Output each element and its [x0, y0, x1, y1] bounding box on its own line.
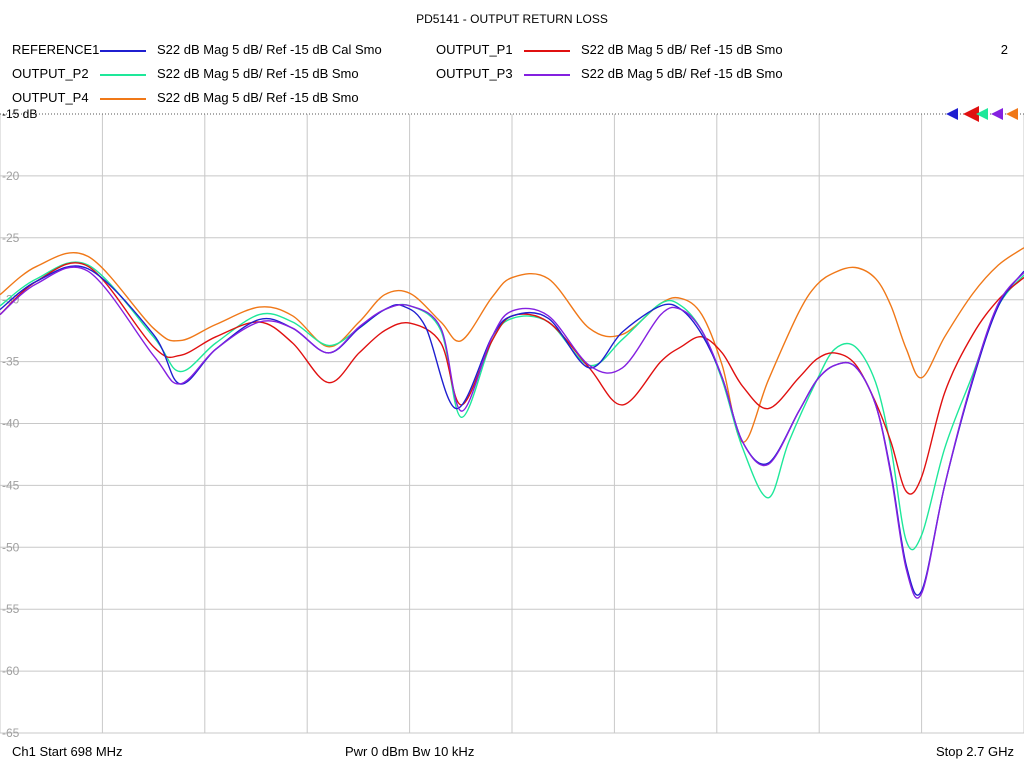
reference-marker-output-p4: [1006, 108, 1018, 120]
legend-desc: S22 dB Mag 5 dB/ Ref -15 dB Smo: [157, 90, 359, 105]
series-line-output-p4: [0, 247, 1024, 443]
y-tick-label: -55: [2, 602, 20, 616]
legend-desc: S22 dB Mag 5 dB/ Ref -15 dB Cal Smo: [157, 42, 382, 57]
legend-label: OUTPUT_P2: [12, 66, 89, 81]
sweep-stop-label: Stop 2.7 GHz: [935, 744, 1014, 759]
y-tick-label: -65: [2, 726, 20, 740]
y-tick-label: -40: [2, 417, 20, 431]
chart-title: PD5141 - OUTPUT RETURN LOSS: [416, 12, 608, 26]
y-tick-label: -20: [2, 169, 20, 183]
y-tick-label: -45: [2, 478, 20, 492]
legend-swatch: [100, 74, 146, 76]
y-tick-label: -15 dB: [2, 107, 37, 121]
y-tick-label: -35: [2, 355, 20, 369]
y-tick-label: -50: [2, 540, 20, 554]
y-tick-label: -60: [2, 664, 20, 678]
power-bandwidth-label: Pwr 0 dBm Bw 10 kHz: [345, 744, 475, 759]
legend-swatch: [100, 50, 146, 52]
series-line-output-p2: [0, 261, 1024, 551]
legend-swatch: [100, 98, 146, 100]
sweep-start-label: Ch1 Start 698 MHz: [12, 744, 123, 759]
series-line-output-p1: [0, 262, 1024, 495]
legend-desc: S22 dB Mag 5 dB/ Ref -15 dB Smo: [157, 66, 359, 81]
legend-desc: S22 dB Mag 5 dB/ Ref -15 dB Smo: [581, 66, 783, 81]
channel-number: 2: [1000, 42, 1008, 57]
reference-marker-output-p1: [963, 106, 979, 122]
reference-marker-reference1: [946, 108, 958, 120]
legend-label: OUTPUT_P3: [436, 66, 513, 81]
legend-desc: S22 dB Mag 5 dB/ Ref -15 dB Smo: [581, 42, 783, 57]
reference-marker-output-p3: [991, 108, 1003, 120]
legend-label: OUTPUT_P4: [12, 90, 89, 105]
series-line-output-p3: [0, 266, 1024, 599]
legend-label: REFERENCE1: [12, 42, 100, 57]
y-tick-label: -25: [2, 231, 20, 245]
legend-swatch: [524, 74, 570, 76]
reference-marker-output-p2: [976, 108, 988, 120]
legend-swatch: [524, 50, 570, 52]
legend-label: OUTPUT_P1: [436, 42, 513, 57]
